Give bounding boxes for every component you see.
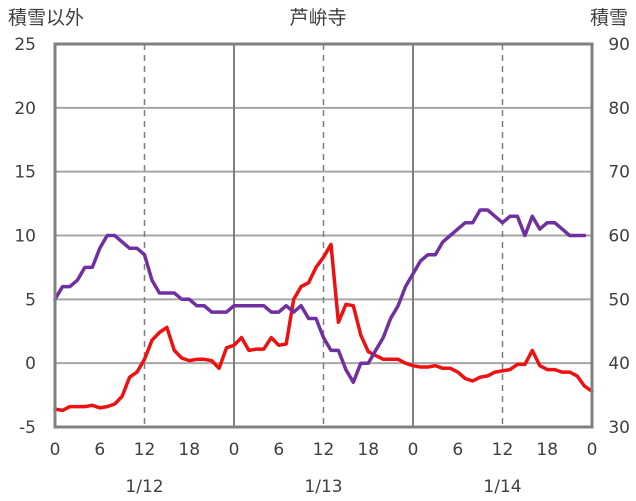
y-left-tick-label: 15 [14,163,36,183]
y-right-tick-label: 50 [608,290,630,310]
y-left-tick-label: 10 [14,227,36,247]
y-right-tick-label: 30 [608,418,630,438]
x-tick-label: 0 [50,440,61,460]
x-tick-label: 6 [452,440,463,460]
x-tick-label: 0 [408,440,419,460]
y-right-tick-label: 80 [608,99,630,119]
y-right-tick-label: 40 [608,354,630,374]
left-axis-title: 積雪以外 [8,7,84,29]
gridlines [55,44,592,427]
x-tick-label: 6 [94,440,105,460]
y-left-tick-label: 25 [14,35,36,55]
y-left-tick-label: 20 [14,99,36,119]
x-tick-label: 0 [229,440,240,460]
y-left-tick-label: 5 [25,290,36,310]
x-tick-label: 6 [273,440,284,460]
x-tick-label: 0 [587,440,598,460]
y-left-tick-label: -5 [19,418,36,438]
x-tick-label: 18 [357,440,379,460]
date-label: 1/13 [304,477,342,497]
x-tick-label: 18 [178,440,200,460]
y-right-tick-label: 90 [608,35,630,55]
date-label: 1/12 [125,477,163,497]
right-axis-title: 積雪 [590,7,628,29]
series-line-1 [53,242,594,413]
plot-frame [53,42,594,429]
date-label: 1/14 [483,477,521,497]
x-tick-label: 18 [536,440,558,460]
y-left-tick-label: 0 [25,354,36,374]
series-lines [53,208,594,413]
chart-title: 芦峅寺 [289,7,346,29]
x-tick-label: 12 [134,440,156,460]
x-tick-label: 12 [313,440,335,460]
x-tick-label: 12 [492,440,514,460]
y-right-tick-label: 60 [608,227,630,247]
series-line-2 [53,208,587,385]
y-right-tick-label: 70 [608,163,630,183]
